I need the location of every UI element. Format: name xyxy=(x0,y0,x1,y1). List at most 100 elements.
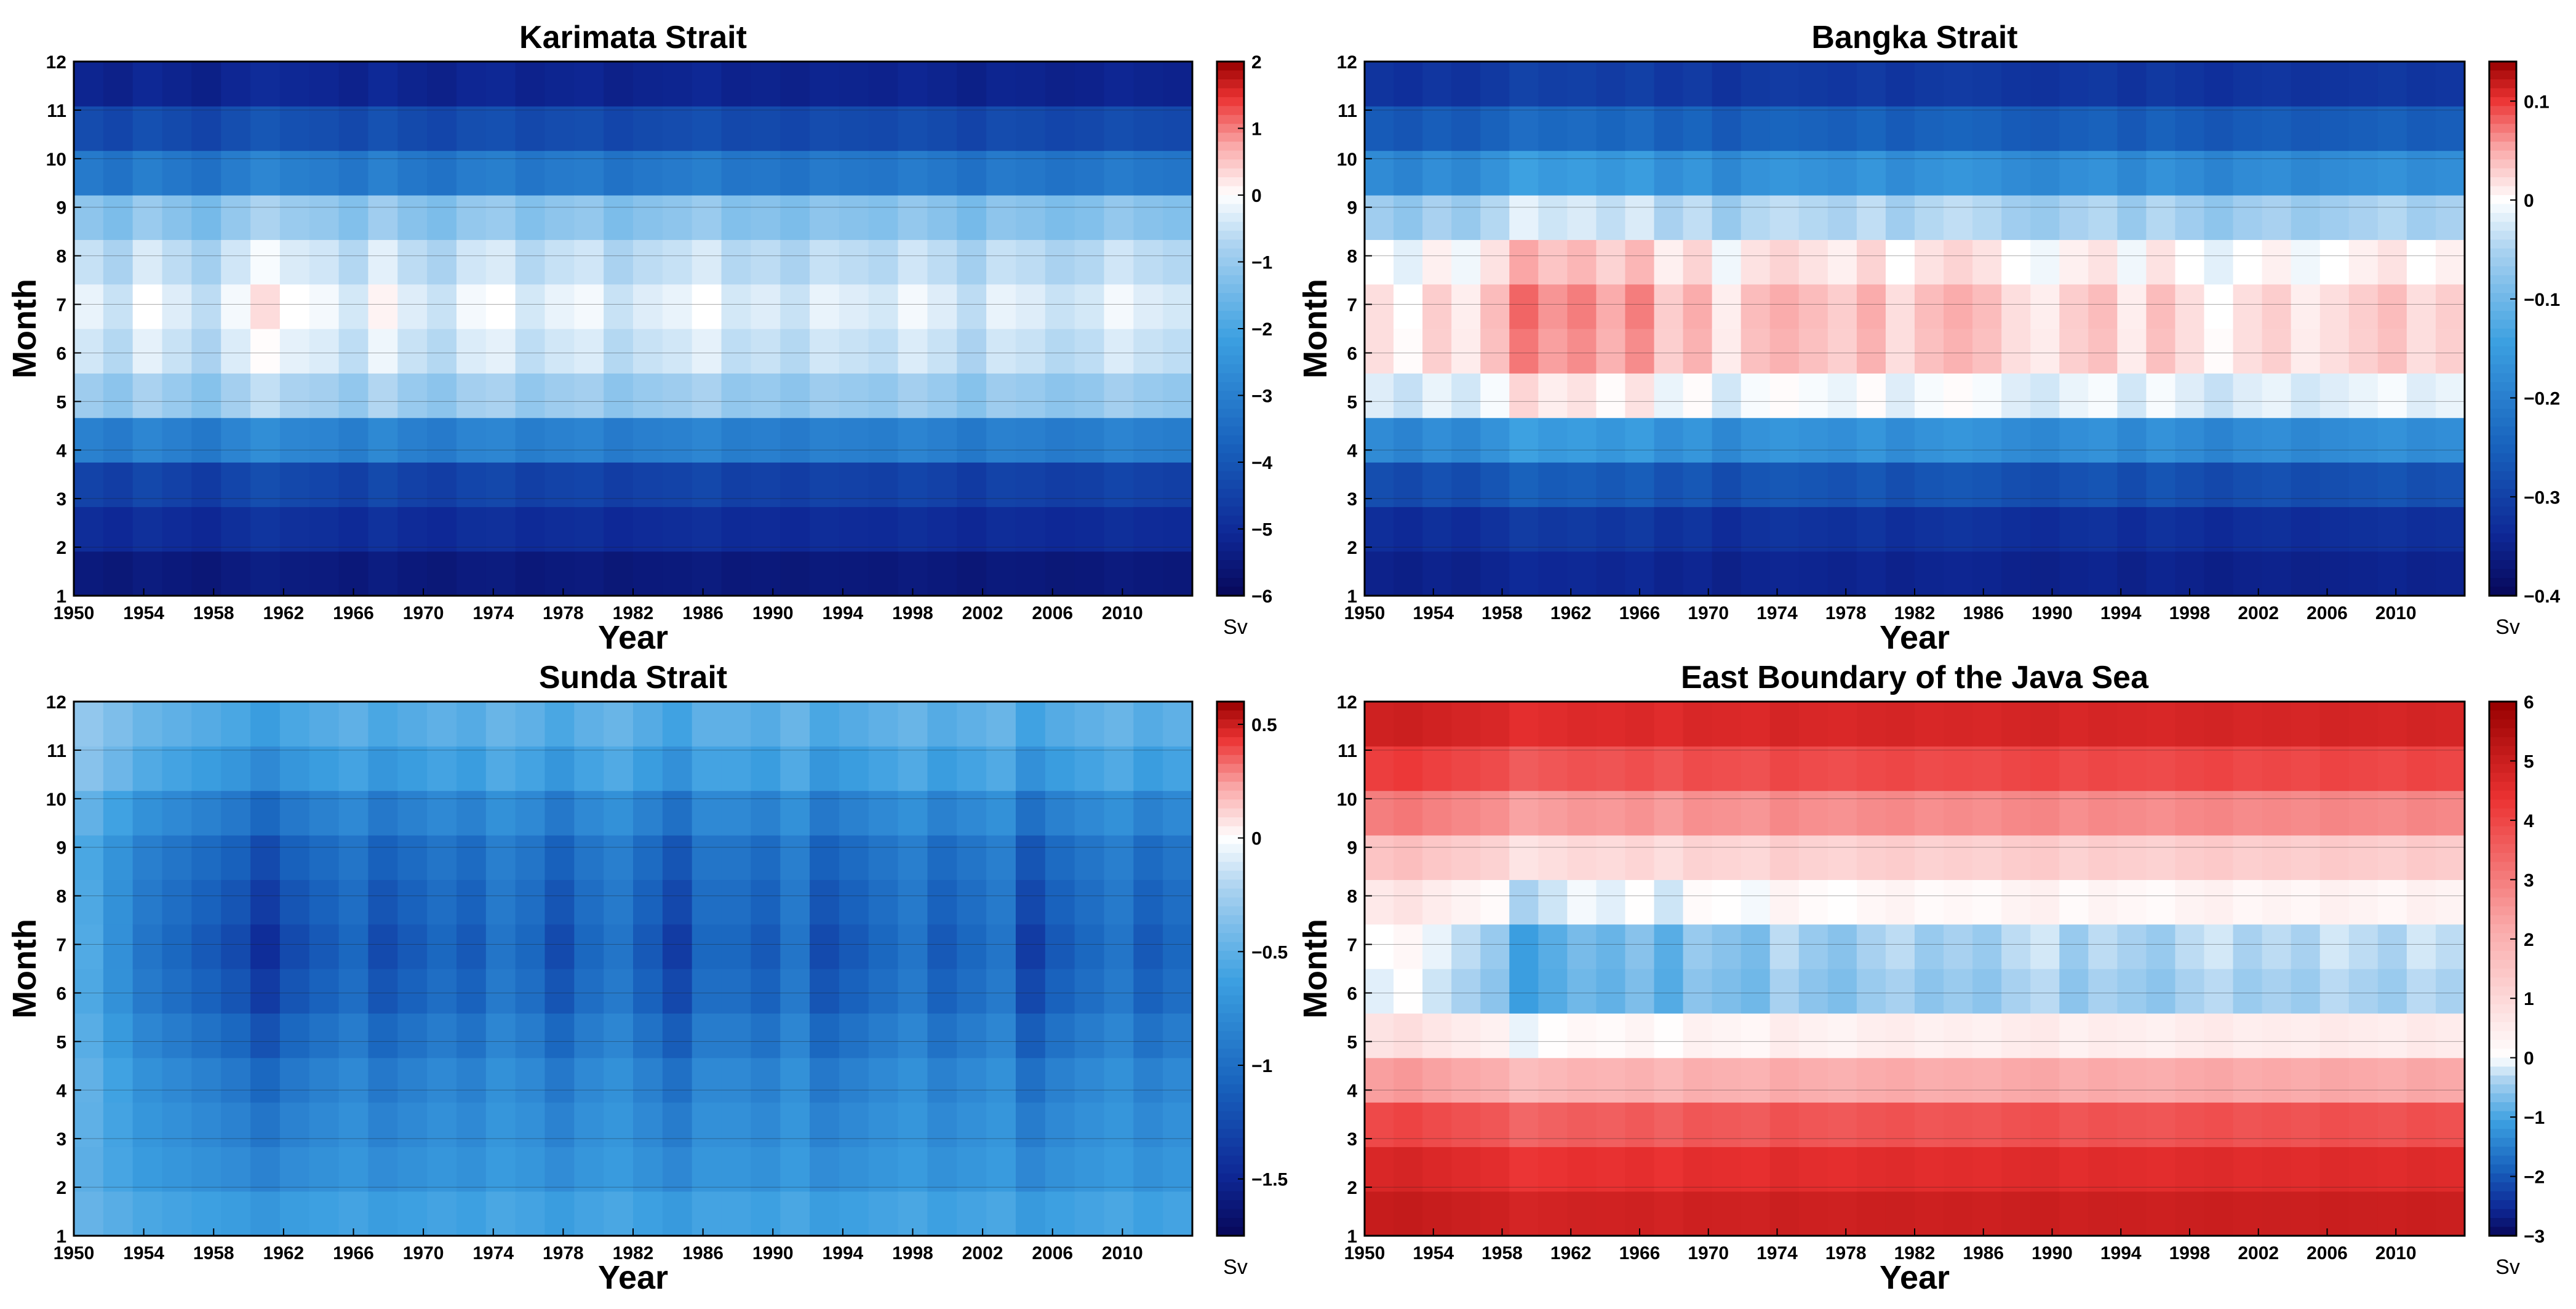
heatmap-cell xyxy=(485,790,516,836)
colorbar-segment xyxy=(1217,746,1244,756)
heatmap-cell xyxy=(2406,239,2436,285)
heatmap-cell xyxy=(2030,329,2060,374)
colorbar-segment xyxy=(2489,817,2516,827)
colorbar-segment xyxy=(2489,1022,2516,1032)
heatmap-cell xyxy=(1741,417,1771,463)
heatmap-cell xyxy=(2117,462,2147,507)
heatmap-cell xyxy=(2204,1191,2234,1236)
heatmap-cell xyxy=(397,1057,428,1103)
heatmap-cell xyxy=(1741,150,1771,196)
heatmap-cell xyxy=(1394,1013,1423,1059)
heatmap-cell xyxy=(1972,417,2002,463)
heatmap-cell xyxy=(1827,462,1857,507)
heatmap-cell xyxy=(692,417,722,463)
heatmap-cell xyxy=(515,284,546,329)
heatmap-cell xyxy=(2117,702,2147,747)
heatmap-cell xyxy=(662,790,693,836)
colorbar-segment xyxy=(1217,88,1244,98)
heatmap-cell xyxy=(162,106,192,151)
heatmap-cell xyxy=(1596,284,1626,329)
heatmap-cell xyxy=(309,969,340,1014)
heatmap-cell xyxy=(1915,969,1944,1014)
heatmap-cell xyxy=(957,284,987,329)
heatmap-cell xyxy=(2377,879,2407,925)
heatmap-cell xyxy=(2117,417,2147,463)
heatmap-cell xyxy=(368,195,398,240)
heatmap-cell xyxy=(868,329,899,374)
heatmap-cell xyxy=(810,746,840,791)
colorbar-tick-label: 5 xyxy=(2524,751,2534,772)
heatmap-cell xyxy=(1741,969,1771,1014)
heatmap-cell xyxy=(898,969,928,1014)
heatmap-cell xyxy=(1451,969,1481,1014)
heatmap-cell xyxy=(2406,62,2436,106)
heatmap-cell xyxy=(1885,195,1915,240)
heatmap-cell xyxy=(1915,195,1944,240)
colorbar-segment xyxy=(2489,382,2516,392)
heatmap-cell xyxy=(1856,1191,1886,1236)
heatmap-cell xyxy=(1567,746,1597,791)
heatmap-cell xyxy=(1538,462,1568,507)
heatmap-cell xyxy=(1654,506,1684,552)
heatmap-cell xyxy=(250,150,281,196)
heatmap-cell xyxy=(309,506,340,552)
colorbar-segment xyxy=(2489,933,2516,943)
heatmap-cell xyxy=(2059,835,2089,880)
heatmap-cell xyxy=(751,506,781,552)
heatmap-cell xyxy=(692,790,722,836)
heatmap-cell xyxy=(368,506,398,552)
heatmap-cell xyxy=(1015,329,1046,374)
heatmap-cell xyxy=(1885,106,1915,151)
colorbar-segment xyxy=(1217,337,1244,347)
heatmap-cell xyxy=(485,417,516,463)
heatmap-cell xyxy=(1827,506,1857,552)
colorbar-segment xyxy=(2489,542,2516,552)
heatmap-cell xyxy=(427,969,457,1014)
colorbar-segment xyxy=(2489,1102,2516,1112)
heatmap-cell xyxy=(1944,1147,1973,1192)
heatmap-cell xyxy=(544,1057,575,1103)
heatmap-cell xyxy=(191,1057,221,1103)
heatmap-cell xyxy=(927,106,957,151)
heatmap-cell xyxy=(515,835,546,880)
colorbar-segment xyxy=(1217,1039,1244,1049)
heatmap-cell xyxy=(1769,879,1800,925)
heatmap-cell xyxy=(957,1102,987,1147)
heatmap-cell xyxy=(397,373,428,418)
heatmap-cell xyxy=(1654,969,1684,1014)
heatmap-cell xyxy=(1944,1102,1973,1147)
heatmap-cell xyxy=(780,150,810,196)
heatmap-cell xyxy=(1596,551,1626,596)
heatmap-cell xyxy=(1915,462,1944,507)
colorbar-segment xyxy=(2489,1039,2516,1049)
heatmap-cell xyxy=(662,1147,693,1192)
heatmap-cell xyxy=(2030,835,2060,880)
heatmap-cell xyxy=(2030,1102,2060,1147)
heatmap-cell xyxy=(1827,702,1857,747)
heatmap-cell xyxy=(1133,1013,1163,1059)
heatmap-cell xyxy=(250,551,281,596)
heatmap-cell xyxy=(1074,702,1105,747)
heatmap-cell xyxy=(574,373,604,418)
heatmap-cell xyxy=(1133,417,1163,463)
y-tick-label: 1 xyxy=(1347,586,1357,607)
heatmap-cell xyxy=(2319,879,2350,925)
colorbar-segment xyxy=(2489,719,2516,729)
heatmap-cell xyxy=(1133,1147,1163,1192)
heatmap-cell xyxy=(2233,462,2263,507)
heatmap-cell xyxy=(1625,969,1655,1014)
heatmap-cell xyxy=(662,150,693,196)
colorbar-segment xyxy=(1217,977,1244,987)
y-tick-label: 3 xyxy=(1347,489,1357,510)
heatmap-cell xyxy=(810,1191,840,1236)
heatmap-cell xyxy=(2204,462,2234,507)
y-tick-label: 6 xyxy=(1347,983,1357,1004)
colorbar: 210−1−2−3−4−5−6Sv xyxy=(1216,52,1273,639)
heatmap-cell xyxy=(544,329,575,374)
colorbar-segment xyxy=(1217,933,1244,943)
colorbar-tick-label: −5 xyxy=(1251,520,1272,540)
heatmap-cell xyxy=(1567,969,1597,1014)
heatmap-cell xyxy=(2262,373,2292,418)
colorbar-segment xyxy=(1217,302,1244,311)
x-tick-label: 1970 xyxy=(403,1243,444,1263)
